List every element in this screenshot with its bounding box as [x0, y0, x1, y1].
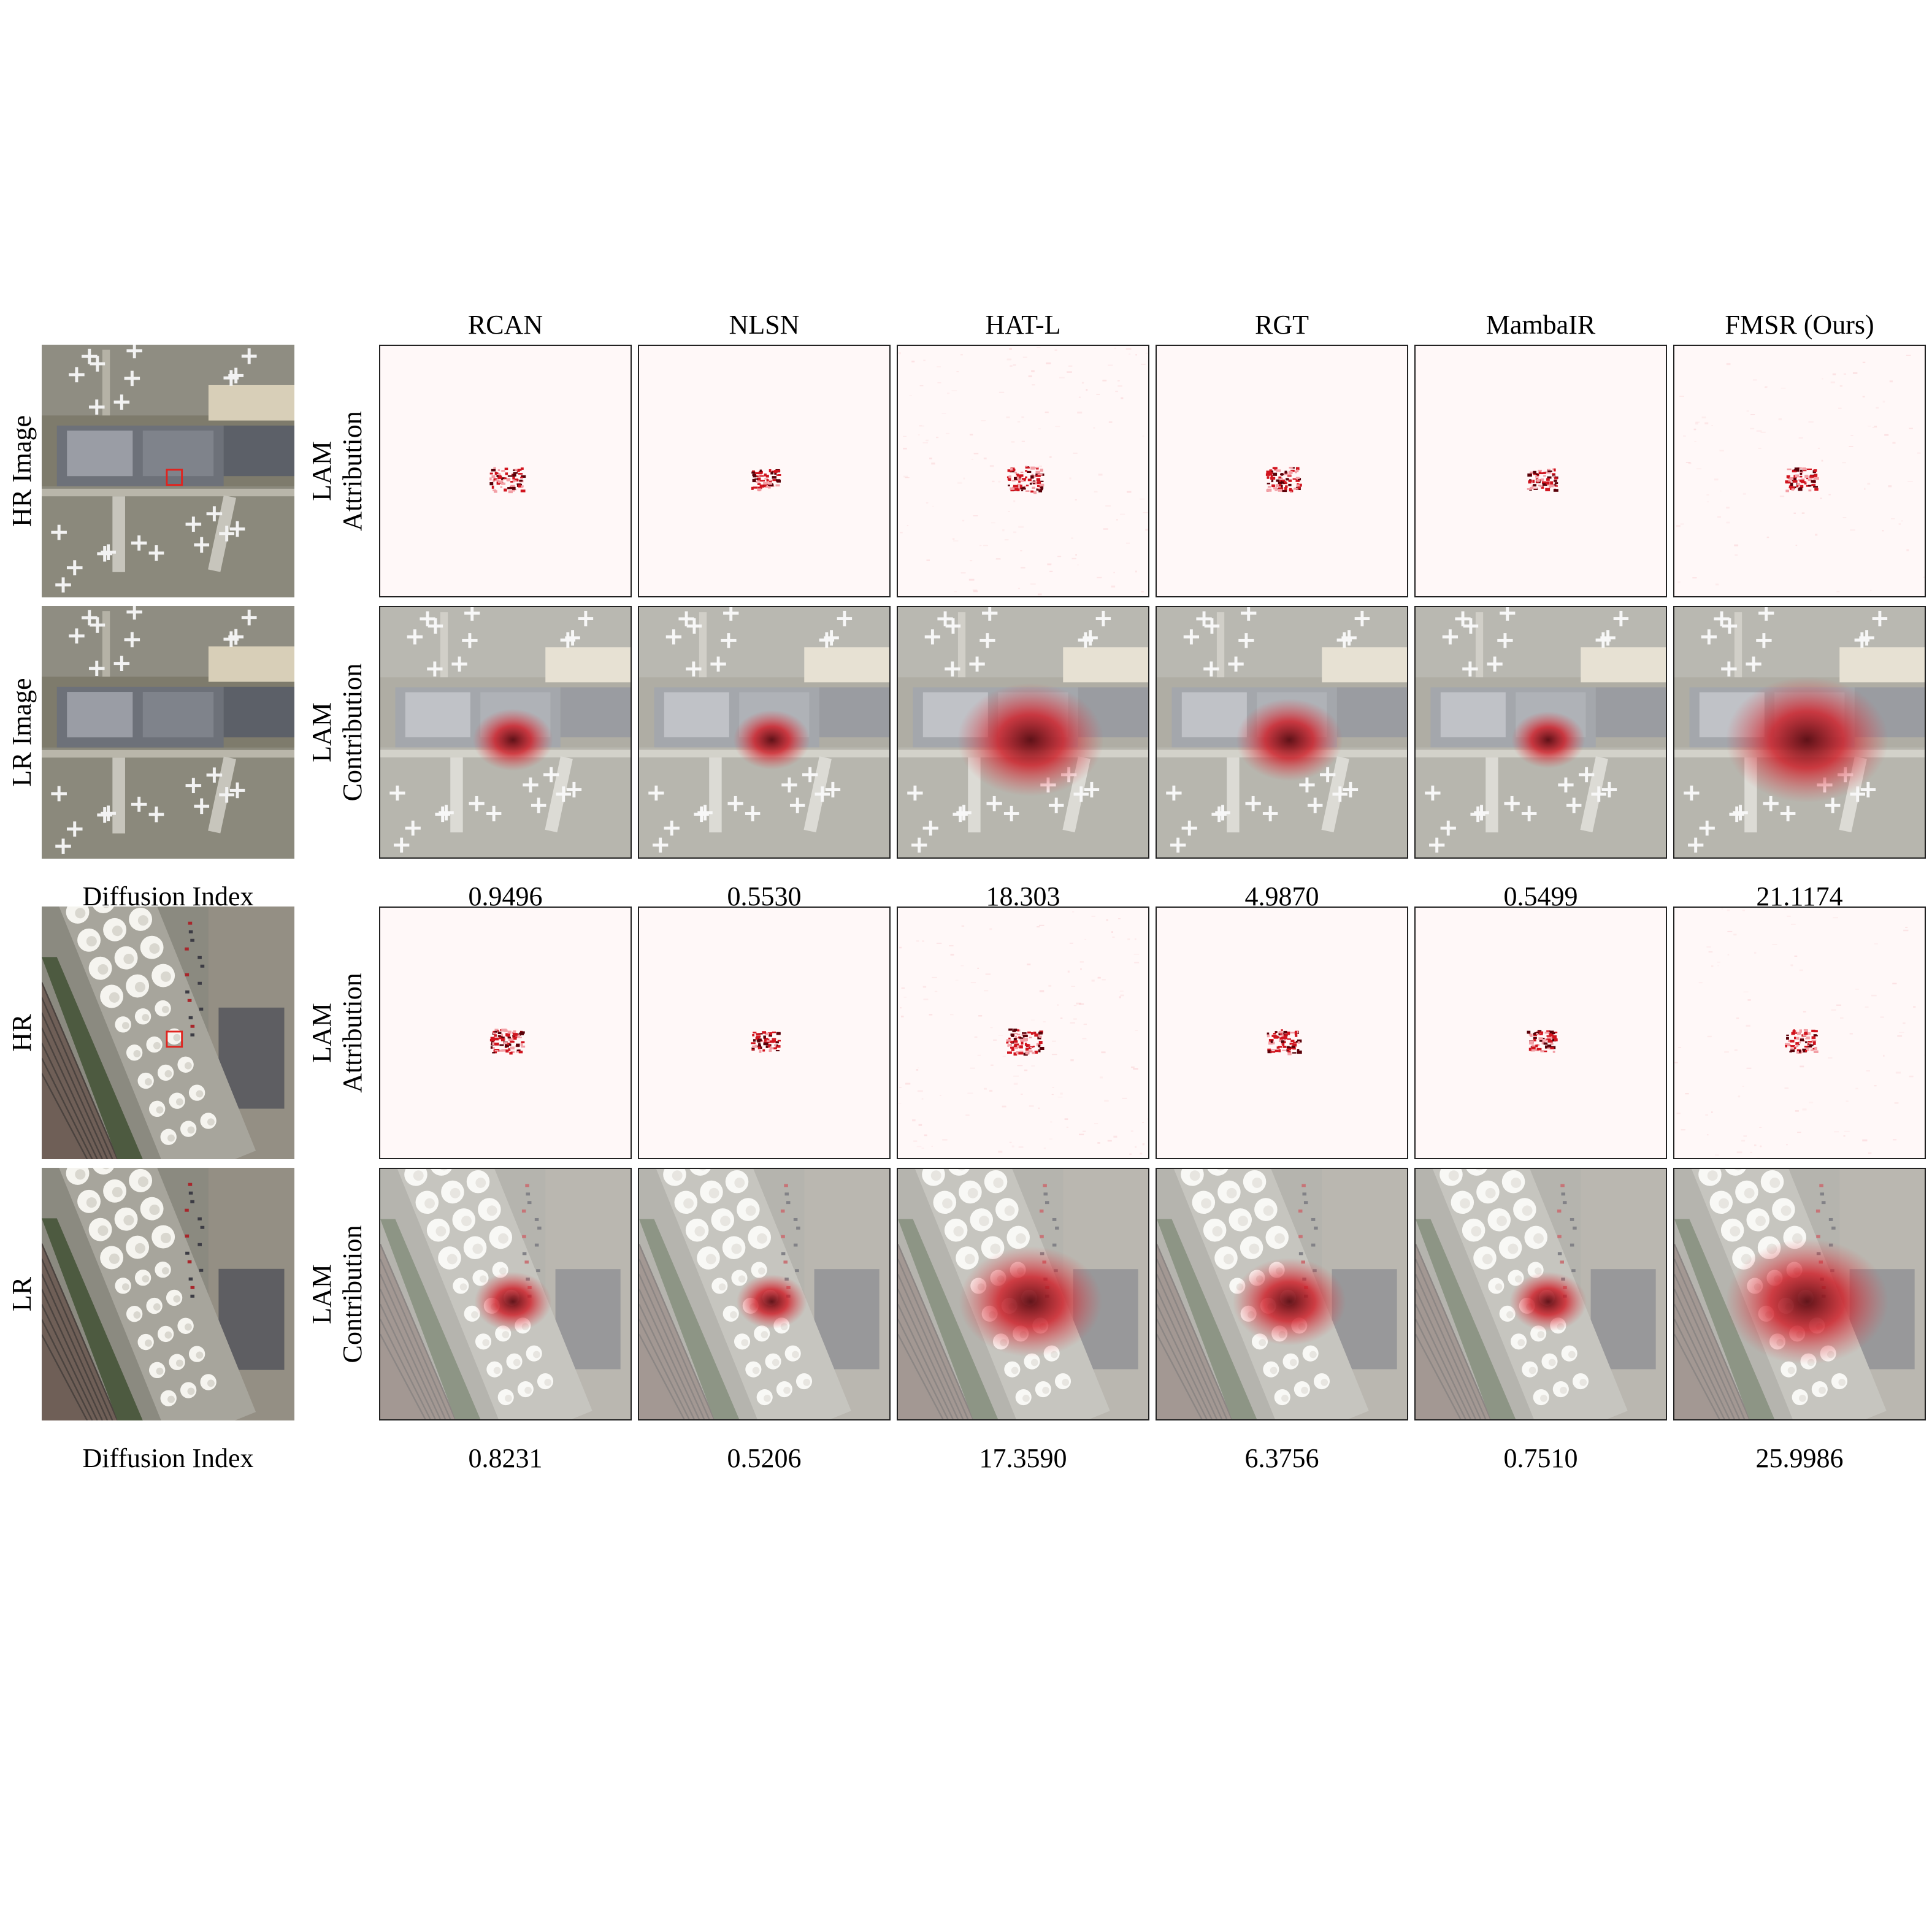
- column-title-0: RCAN: [467, 310, 543, 340]
- lr-row-label-1: LR: [7, 1276, 37, 1312]
- diffusion-index-value-0-5: 21.1174: [1756, 881, 1843, 911]
- hr-image-1: [42, 907, 294, 1159]
- diffusion-index-value-0-3: 4.9870: [1244, 881, 1319, 911]
- contribution-label-line-1: Contribution: [337, 1225, 367, 1363]
- contribution-label-line-0: LAM: [307, 702, 337, 762]
- attribution-map-0-4: [1414, 345, 1667, 597]
- column-title-4: MambaIR: [1485, 310, 1596, 340]
- column-title-3: RGT: [1255, 310, 1309, 340]
- lr-image-1: [42, 1168, 294, 1420]
- attribution-map-1-2: [897, 907, 1149, 1159]
- contribution-map-1-5: [1673, 1168, 1926, 1420]
- attribution-map-1-1: [638, 907, 891, 1159]
- diffusion-index-label-1: Diffusion Index: [82, 1443, 254, 1473]
- column-title-1: NLSN: [729, 310, 800, 340]
- attribution-label-line-1: Attribution: [337, 973, 367, 1093]
- contribution-map-0-1: [638, 606, 891, 859]
- attribution-label-0: LAM Attribution: [307, 345, 374, 597]
- attribution-label-line-0: LAM: [307, 441, 337, 501]
- diffusion-index-value-1-5: 25.9986: [1755, 1443, 1844, 1473]
- contribution-map-0-4: [1414, 606, 1667, 859]
- contribution-map-0-2: [897, 606, 1149, 859]
- attribution-map-0-1: [638, 345, 891, 597]
- contribution-map-1-0: [379, 1168, 632, 1420]
- lr-image-0: [42, 606, 294, 859]
- diffusion-index-value-1-1: 0.5206: [727, 1443, 802, 1473]
- diffusion-index-value-1-3: 6.3756: [1244, 1443, 1319, 1473]
- contribution-map-0-3: [1156, 606, 1408, 859]
- lr-row-label-0: LR Image: [7, 678, 37, 787]
- contribution-label-0: LAM Contribution: [307, 606, 374, 859]
- hr-row-label-1: HR: [7, 1014, 37, 1052]
- attribution-map-0-0: [379, 345, 632, 597]
- attribution-map-1-0: [379, 907, 632, 1159]
- attribution-map-0-2: [897, 345, 1149, 597]
- contribution-map-0-0: [379, 606, 632, 859]
- contribution-map-1-2: [897, 1168, 1149, 1420]
- attribution-map-0-5: [1673, 345, 1926, 597]
- diffusion-index-value-1-2: 17.3590: [979, 1443, 1067, 1473]
- contribution-map-1-4: [1414, 1168, 1667, 1420]
- contribution-label-line-0: LAM: [307, 1264, 337, 1324]
- attribution-map-1-4: [1414, 907, 1667, 1159]
- diffusion-index-value-0-1: 0.5530: [727, 881, 802, 911]
- diffusion-index-value-0-4: 0.5499: [1503, 881, 1578, 911]
- contribution-map-1-3: [1156, 1168, 1408, 1420]
- contribution-map-1-1: [638, 1168, 891, 1420]
- contribution-label-line-1: Contribution: [337, 663, 367, 802]
- diffusion-index-value-0-0: 0.9496: [468, 881, 543, 911]
- diffusion-index-value-1-0: 0.8231: [468, 1443, 543, 1473]
- attribution-label-line-1: Attribution: [337, 411, 367, 531]
- contribution-label-1: LAM Contribution: [307, 1168, 374, 1420]
- attribution-map-1-5: [1673, 907, 1926, 1159]
- attribution-label-1: LAM Attribution: [307, 907, 374, 1159]
- attribution-map-1-3: [1156, 907, 1408, 1159]
- column-title-5: FMSR (Ours): [1725, 310, 1874, 340]
- attribution-map-0-3: [1156, 345, 1408, 597]
- diffusion-index-value-1-4: 0.7510: [1503, 1443, 1578, 1473]
- hr-image-0: [42, 345, 294, 597]
- hr-row-label-0: HR Image: [7, 415, 37, 527]
- attribution-label-line-0: LAM: [307, 1003, 337, 1063]
- diffusion-index-value-0-2: 18.303: [986, 881, 1060, 911]
- column-title-2: HAT-L: [985, 310, 1061, 340]
- contribution-map-0-5: [1673, 606, 1926, 859]
